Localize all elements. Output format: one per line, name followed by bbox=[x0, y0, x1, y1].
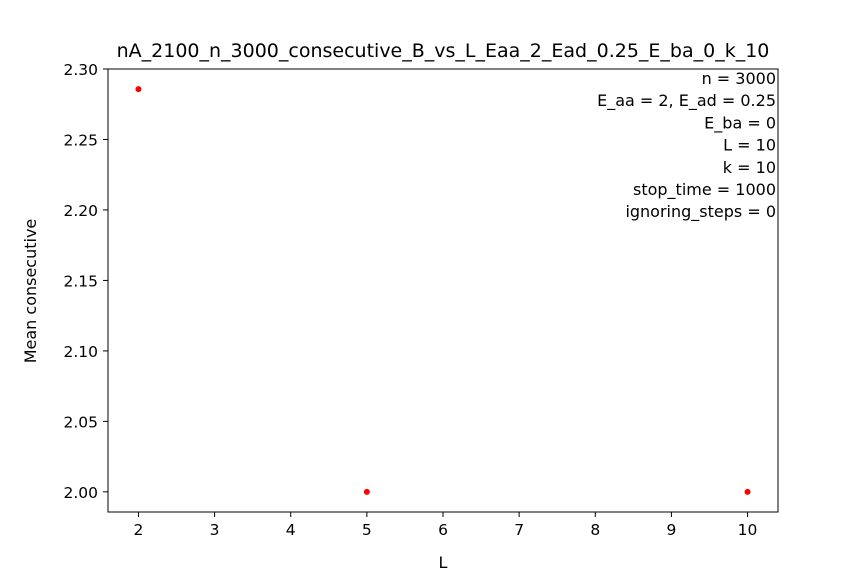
data-point-0-1 bbox=[363, 488, 370, 495]
y-tick-label-3: 2.15 bbox=[63, 272, 98, 290]
x-tick-label-8: 10 bbox=[738, 521, 758, 539]
annotation-line-4: k = 10 bbox=[723, 158, 776, 177]
parameter-annotations: n = 3000 E_aa = 2, E_ad = 0.25E_ba = 0 L =… bbox=[597, 69, 776, 222]
x-tick-label-6: 8 bbox=[590, 521, 600, 539]
x-tick-label-2: 4 bbox=[286, 521, 296, 539]
annotation-line-2: E_ba = 0 bbox=[704, 113, 776, 133]
annotation-line-0: n = 3000 bbox=[702, 69, 776, 88]
plot-frame bbox=[107, 68, 779, 513]
y-tick-label-5: 2.25 bbox=[63, 131, 98, 149]
x-tick-label-4: 6 bbox=[438, 521, 448, 539]
y-axis-label: Mean consecutive bbox=[21, 219, 40, 364]
axis-ticks: 2 3 4 5 6 7 8 9 10 2.00 2.05 2.10 2.15 2.20 2.25 2.30 bbox=[63, 61, 757, 539]
x-axis-label: L bbox=[439, 553, 448, 572]
annotation-line-1: E_aa = 2, E_ad = 0.25 bbox=[597, 91, 776, 111]
y-tick-label-0: 2.00 bbox=[63, 484, 98, 502]
annotation-line-5: stop_time = 1000 bbox=[633, 180, 776, 200]
x-tick-label-7: 9 bbox=[666, 521, 676, 539]
x-tick-label-3: 5 bbox=[362, 521, 372, 539]
y-tick-label-6: 2.30 bbox=[63, 61, 98, 79]
annotation-line-6: ignoring_steps = 0 bbox=[625, 202, 776, 222]
x-tick-label-1: 3 bbox=[210, 521, 220, 539]
x-tick-label-0: 2 bbox=[134, 521, 144, 539]
y-tick-label-2: 2.10 bbox=[63, 343, 98, 361]
x-tick-label-5: 7 bbox=[514, 521, 524, 539]
data-point-0-2 bbox=[744, 488, 751, 495]
y-tick-label-1: 2.05 bbox=[63, 413, 98, 431]
chart-title: nA_2100_n_3000_consecutive_B_vs_L_Eaa_2_… bbox=[117, 40, 770, 62]
data-point-0-0 bbox=[135, 86, 142, 93]
y-tick-label-4: 2.20 bbox=[63, 202, 98, 220]
annotation-line-3: L = 10 bbox=[723, 136, 776, 155]
data-points bbox=[135, 86, 751, 495]
